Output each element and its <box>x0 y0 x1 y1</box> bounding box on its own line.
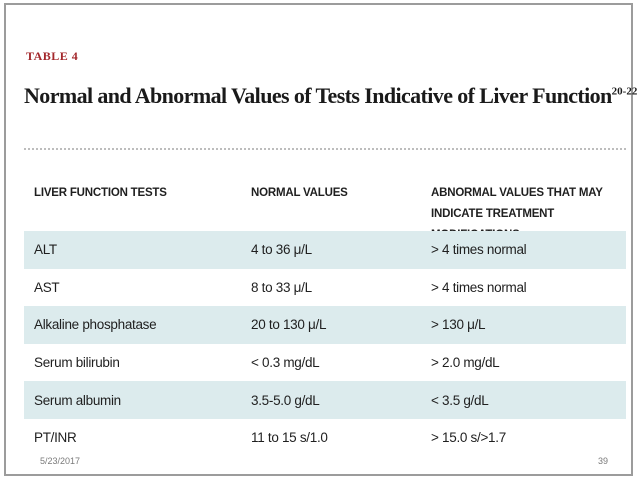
abnormal-value-cell: > 15.0 s/>1.7 <box>431 430 506 446</box>
normal-value-cell: 20 to 130 μ/L <box>251 317 327 333</box>
abnormal-value-cell: > 2.0 mg/dL <box>431 355 500 371</box>
table-body: ALT 4 to 36 μ/L > 4 times normal AST 8 t… <box>24 231 626 457</box>
normal-value-cell: 8 to 33 μ/L <box>251 279 312 295</box>
header-abnormal-line1: ABNORMAL VALUES THAT MAY <box>431 187 603 199</box>
footer-page-number: 39 <box>598 456 609 466</box>
test-name-cell: Alkaline phosphatase <box>34 317 157 333</box>
normal-value-cell: 4 to 36 μ/L <box>251 242 312 258</box>
test-name-cell: Serum bilirubin <box>34 355 120 371</box>
title-divider <box>24 148 626 150</box>
normal-value-cell: 3.5-5.0 g/dL <box>251 392 320 408</box>
abnormal-value-cell: > 4 times normal <box>431 242 527 258</box>
test-name-cell: PT/INR <box>34 430 77 446</box>
abnormal-value-cell: < 3.5 g/dL <box>431 392 489 408</box>
table-row: PT/INR 11 to 15 s/1.0 > 15.0 s/>1.7 <box>24 419 626 457</box>
header-liver-function-tests: LIVER FUNCTION TESTS <box>34 187 167 199</box>
table-title-text: Normal and Abnormal Values of Tests Indi… <box>24 83 612 108</box>
table-row: Serum bilirubin < 0.3 mg/dL > 2.0 mg/dL <box>24 344 626 382</box>
test-name-cell: Serum albumin <box>34 392 121 408</box>
test-name-cell: AST <box>34 279 60 295</box>
header-normal-values: NORMAL VALUES <box>251 187 348 199</box>
test-name-cell: ALT <box>34 242 57 258</box>
normal-value-cell: < 0.3 mg/dL <box>251 355 320 371</box>
abnormal-value-cell: > 4 times normal <box>431 279 527 295</box>
table-row: Alkaline phosphatase 20 to 130 μ/L > 130… <box>24 306 626 344</box>
slide-frame: TABLE 4 Normal and Abnormal Values of Te… <box>4 3 637 476</box>
table-row: AST 8 to 33 μ/L > 4 times normal <box>24 269 626 307</box>
table-row: ALT 4 to 36 μ/L > 4 times normal <box>24 231 626 269</box>
table-row: Serum albumin 3.5-5.0 g/dL < 3.5 g/dL <box>24 381 626 419</box>
table-title: Normal and Abnormal Values of Tests Indi… <box>24 83 637 109</box>
table-label: TABLE 4 <box>26 49 79 63</box>
footer-date: 5/23/2017 <box>40 456 81 466</box>
normal-value-cell: 11 to 15 s/1.0 <box>251 430 328 446</box>
title-citation: 20-22 <box>611 85 638 98</box>
abnormal-value-cell: > 130 μ/L <box>431 317 486 333</box>
